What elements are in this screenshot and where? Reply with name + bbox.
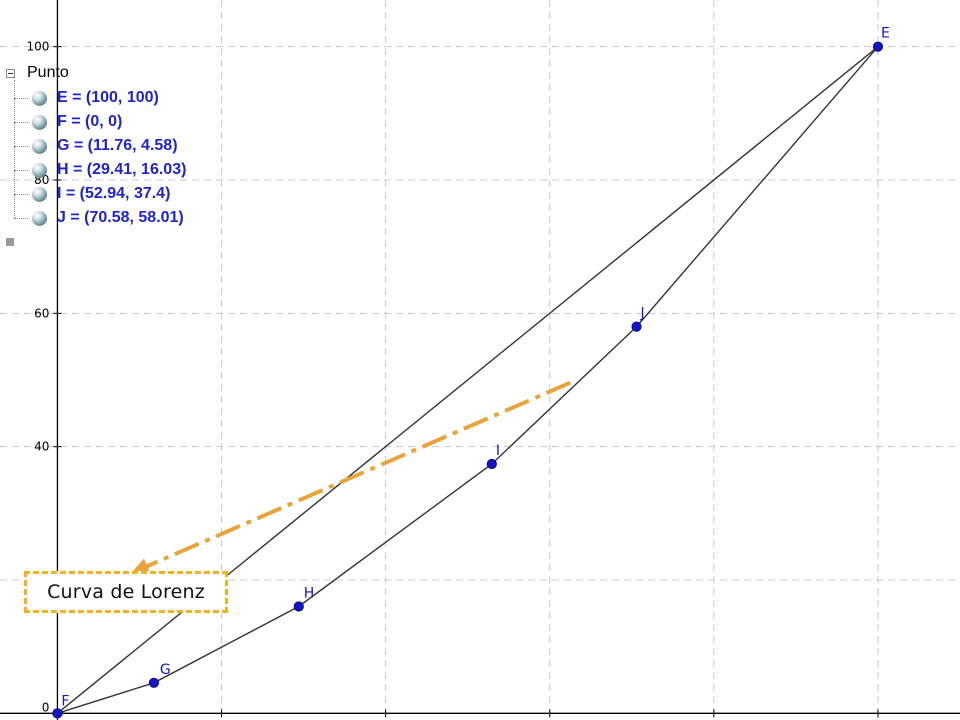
point-item-g[interactable]: G = (11.76, 4.58) bbox=[14, 134, 178, 158]
point-item-f[interactable]: F = (0, 0) bbox=[14, 110, 122, 134]
point-definition: J = (70.58, 58.01) bbox=[57, 209, 184, 226]
group-label: Punto bbox=[27, 64, 69, 81]
point-g bbox=[148, 677, 160, 688]
point-label-h: H bbox=[304, 585, 315, 601]
point-item-h[interactable]: H = (29.41, 16.03) bbox=[14, 158, 186, 182]
point-label-f: F bbox=[61, 693, 69, 709]
point-label-j: J bbox=[640, 306, 645, 322]
point-h bbox=[293, 601, 304, 612]
point-visibility-icon[interactable] bbox=[32, 210, 47, 226]
point-label-g: G bbox=[160, 662, 171, 678]
point-visibility-icon[interactable] bbox=[32, 138, 47, 154]
point-f bbox=[52, 708, 63, 719]
point-item-j[interactable]: J = (70.58, 58.01) bbox=[14, 206, 184, 230]
point-label-e: E bbox=[881, 26, 890, 42]
lorenz-callout: Curva de Lorenz bbox=[24, 571, 228, 613]
y-tick-label: 100 bbox=[27, 40, 50, 54]
point-definition: F = (0, 0) bbox=[57, 113, 123, 130]
point-visibility-icon[interactable] bbox=[32, 162, 47, 178]
point-e bbox=[872, 41, 884, 52]
point-visibility-icon[interactable] bbox=[32, 114, 47, 130]
collapse-icon-partial[interactable] bbox=[6, 238, 14, 246]
tree-dash bbox=[14, 193, 28, 195]
tree-dash bbox=[14, 97, 28, 99]
point-definition: E = (100, 100) bbox=[57, 89, 159, 106]
y-tick-label: 0 bbox=[42, 700, 50, 714]
tree-dash bbox=[14, 169, 28, 171]
point-item-i[interactable]: I = (52.94, 37.4) bbox=[14, 182, 170, 206]
point-item-e[interactable]: E = (100, 100) bbox=[14, 86, 159, 110]
callout-arrow bbox=[133, 380, 572, 572]
tree-group-punto[interactable]: Punto bbox=[6, 64, 69, 82]
collapse-icon[interactable] bbox=[6, 68, 15, 78]
callout-arrow-line bbox=[142, 380, 572, 570]
lorenz-curve-line bbox=[57, 46, 879, 714]
point-i bbox=[486, 458, 497, 470]
y-tick-label: 40 bbox=[34, 440, 49, 454]
point-definition: I = (52.94, 37.4) bbox=[57, 185, 171, 202]
tree-dash bbox=[14, 121, 28, 123]
point-visibility-icon[interactable] bbox=[32, 186, 47, 202]
point-j bbox=[631, 321, 642, 332]
algebra-view: Punto E = (100, 100) F = (0, 0) G = (11.… bbox=[4, 62, 230, 248]
y-tick-label: 60 bbox=[34, 306, 49, 320]
callout-label: Curva de Lorenz bbox=[47, 581, 205, 603]
tree-dash bbox=[14, 217, 28, 219]
point-label-i: I bbox=[496, 443, 500, 459]
point-visibility-icon[interactable] bbox=[32, 90, 47, 106]
callout-arrow-head bbox=[133, 558, 150, 572]
point-definition: H = (29.41, 16.03) bbox=[57, 161, 187, 178]
tree-dash bbox=[14, 145, 28, 147]
point-definition: G = (11.76, 4.58) bbox=[57, 137, 178, 154]
points: E F G H I J bbox=[52, 26, 890, 719]
tree-connector bbox=[14, 80, 15, 218]
